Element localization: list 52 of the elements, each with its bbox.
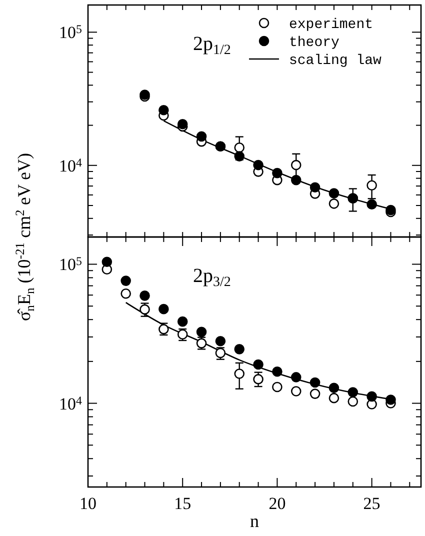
point: [120, 288, 131, 299]
point: [366, 199, 377, 210]
legend-label: theory: [289, 35, 340, 51]
point: [386, 394, 396, 405]
x-axis-title: n: [250, 511, 259, 531]
point: [215, 336, 226, 346]
y-tick-label: 10$^{5}$: [59, 254, 82, 274]
point: [177, 316, 188, 327]
point: [272, 168, 282, 178]
point: [328, 392, 340, 404]
point: [140, 290, 150, 301]
x-tick-label: 20: [268, 494, 286, 513]
point: [234, 368, 245, 379]
point: [366, 391, 377, 402]
point: [348, 387, 358, 398]
point: [290, 386, 302, 396]
point: [196, 326, 207, 338]
point: [290, 174, 302, 186]
point: [290, 372, 302, 382]
point: [272, 382, 282, 392]
x-tick-label: 10: [80, 494, 96, 513]
point: [234, 344, 245, 354]
point: [102, 256, 112, 268]
y-tick-label: 10$^{4}$: [59, 392, 82, 414]
y-tick-label: 10$^{5}$: [59, 22, 82, 42]
point: [234, 151, 245, 162]
point: [328, 198, 340, 209]
point: [348, 396, 358, 407]
point: [310, 388, 320, 399]
x-tick-label: 25: [363, 494, 380, 513]
point: [234, 142, 245, 153]
annotation: 2p$_{3/2}$: [193, 265, 231, 290]
point: [310, 377, 320, 388]
point: [328, 188, 340, 198]
point: [366, 180, 377, 191]
point: [158, 104, 169, 116]
point: [253, 359, 264, 370]
point: [196, 131, 207, 142]
point: [120, 276, 131, 286]
point: [328, 382, 340, 394]
point: [253, 160, 264, 170]
point: [310, 182, 320, 193]
point: [290, 160, 302, 170]
legend-label: experiment: [289, 17, 374, 33]
point: [253, 374, 264, 384]
y-tick-label: 10$^{4}$: [59, 155, 82, 176]
point: [177, 118, 188, 130]
annotation: 2p$_{1/2}$: [193, 33, 231, 58]
x-tick-label: 15: [174, 494, 192, 513]
point: [272, 366, 282, 377]
legend-label: scaling law: [289, 53, 382, 69]
point: [158, 304, 169, 314]
